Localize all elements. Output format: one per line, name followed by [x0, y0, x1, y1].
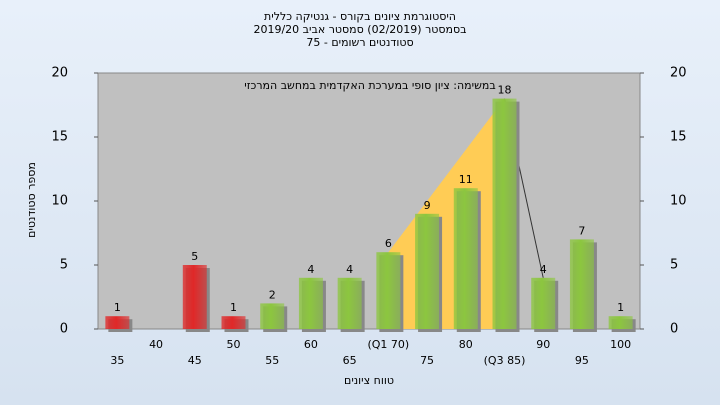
x-tick-label: (Q1 70) — [367, 338, 409, 351]
x-tick-label: 45 — [188, 354, 202, 367]
value-label: 1 — [617, 301, 624, 314]
bar — [182, 265, 207, 329]
y-tick-label: 5 — [60, 258, 68, 273]
value-label: 1 — [230, 301, 237, 314]
value-label: 11 — [459, 173, 473, 186]
x-tick-label: 60 — [304, 338, 318, 351]
bar — [492, 98, 517, 329]
bar — [105, 316, 130, 329]
value-label: 4 — [540, 263, 547, 276]
bar — [608, 316, 633, 329]
value-label: 4 — [307, 263, 314, 276]
x-tick-label: 65 — [343, 354, 357, 367]
y-axis-label: מספר סטודנטים — [25, 162, 38, 238]
value-label: 2 — [269, 288, 276, 301]
y2-tick-label: 10 — [670, 194, 687, 209]
bar — [415, 213, 440, 329]
y2-tick-label: 0 — [670, 322, 678, 337]
x-tick-label: 95 — [575, 354, 589, 367]
value-label: 4 — [346, 263, 353, 276]
x-axis-label: טווח ציונים — [344, 374, 394, 387]
x-tick-label: 90 — [536, 338, 550, 351]
bar — [260, 303, 285, 329]
y2-tick-label: 5 — [670, 258, 678, 273]
y-tick-label: 15 — [51, 130, 68, 145]
bar — [221, 316, 246, 329]
value-label: 18 — [498, 84, 512, 97]
bar — [376, 252, 401, 329]
y2-tick-label: 20 — [670, 66, 687, 81]
bar — [531, 277, 556, 329]
value-label: 7 — [578, 224, 585, 237]
y-tick-label: 20 — [51, 66, 68, 81]
y2-tick-label: 15 — [670, 130, 687, 145]
x-tick-label: 100 — [610, 338, 631, 351]
value-label: 9 — [424, 199, 431, 212]
x-tick-label: 50 — [227, 338, 241, 351]
bar — [298, 277, 323, 329]
value-label: 5 — [191, 250, 198, 263]
chart-subtitle: סטודנטים רשומים - 75 — [306, 36, 413, 49]
x-tick-label: 75 — [420, 354, 434, 367]
bar — [337, 277, 362, 329]
x-tick-label: 80 — [459, 338, 473, 351]
x-tick-label: (Q3 85) — [484, 354, 526, 367]
plot-area — [97, 72, 641, 330]
bar — [453, 188, 478, 329]
y-tick-label: 0 — [60, 322, 68, 337]
y-tick-label: 10 — [51, 194, 68, 209]
x-tick-label: 55 — [265, 354, 279, 367]
x-tick-label: 35 — [110, 354, 124, 367]
value-label: 1 — [114, 301, 121, 314]
x-tick-label: 40 — [149, 338, 163, 351]
chart-title: היסטוגרמת ציונים בקורס - גנטיקה כללית — [264, 10, 456, 23]
bar — [569, 239, 594, 329]
chart-subtitle: בסמסטר (02/2019) סמסטר אביב 2019/20 — [253, 23, 466, 36]
annotation: במשימה: ציון סופי במערכת האקדמית במחשב ה… — [244, 79, 495, 92]
value-label: 6 — [385, 237, 392, 250]
